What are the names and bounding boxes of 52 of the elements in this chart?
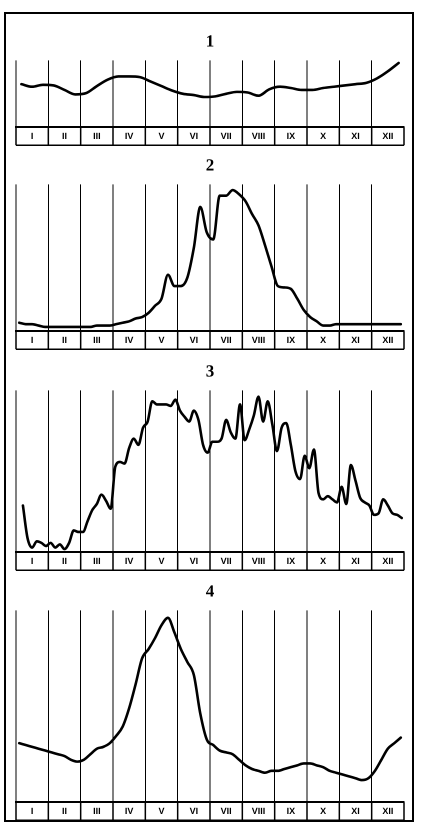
x-tick-label: II [62, 556, 68, 566]
chart-title: 1 [206, 32, 214, 51]
x-tick-label: V [158, 335, 165, 346]
x-tick-label: IX [286, 131, 296, 142]
x-tick-label: X [320, 806, 326, 816]
x-tick-label: V [158, 806, 165, 816]
x-tick-label: XII [382, 335, 394, 346]
x-tick-label: X [320, 556, 326, 566]
x-tick-label: II [62, 131, 68, 142]
x-tick-label: X [320, 335, 326, 346]
x-tick-label: XII [382, 806, 394, 816]
x-tick-label: VI [190, 335, 198, 346]
x-tick-label: X [320, 131, 326, 142]
x-tick-label: XI [351, 556, 360, 566]
x-tick-label: IV [124, 335, 134, 346]
x-tick-label: XI [351, 335, 360, 346]
x-tick-label: III [93, 556, 101, 566]
x-tick-label: III [93, 131, 101, 142]
x-tick-label: IV [124, 806, 134, 816]
x-tick-label: V [158, 131, 165, 142]
x-tick-label: IX [286, 556, 296, 566]
x-tick-label: VII [220, 806, 232, 816]
x-tick-label: VIII [252, 556, 266, 566]
x-tick-label: XII [382, 131, 394, 142]
x-tick-label: IX [286, 806, 296, 816]
chart-title: 3 [206, 362, 214, 381]
x-tick-label: XI [351, 131, 360, 142]
x-tick-label: I [30, 556, 34, 566]
x-tick-label: VI [190, 556, 198, 566]
x-tick-label: I [30, 806, 34, 816]
x-tick-label: III [93, 335, 101, 346]
chart-title: 4 [206, 582, 215, 601]
x-tick-label: VII [220, 131, 232, 142]
x-tick-label: IV [124, 556, 134, 566]
x-tick-label: III [93, 806, 101, 816]
x-tick-label: XII [382, 556, 394, 566]
x-tick-label: VII [220, 335, 232, 346]
x-tick-label: VII [220, 556, 232, 566]
x-tick-label: VI [190, 131, 198, 142]
x-tick-label: VIII [252, 806, 266, 816]
x-tick-label: I [30, 131, 34, 142]
x-tick-label: IV [124, 131, 134, 142]
x-tick-label: XI [351, 806, 360, 816]
x-tick-label: VIII [252, 131, 266, 142]
x-tick-label: IX [286, 335, 296, 346]
x-tick-label: VI [190, 806, 198, 816]
chart-title: 2 [206, 156, 214, 175]
x-tick-label: V [158, 556, 165, 566]
x-tick-label: II [62, 335, 68, 346]
x-tick-label: VIII [252, 335, 266, 346]
x-tick-label: II [62, 806, 68, 816]
x-tick-label: I [30, 335, 34, 346]
